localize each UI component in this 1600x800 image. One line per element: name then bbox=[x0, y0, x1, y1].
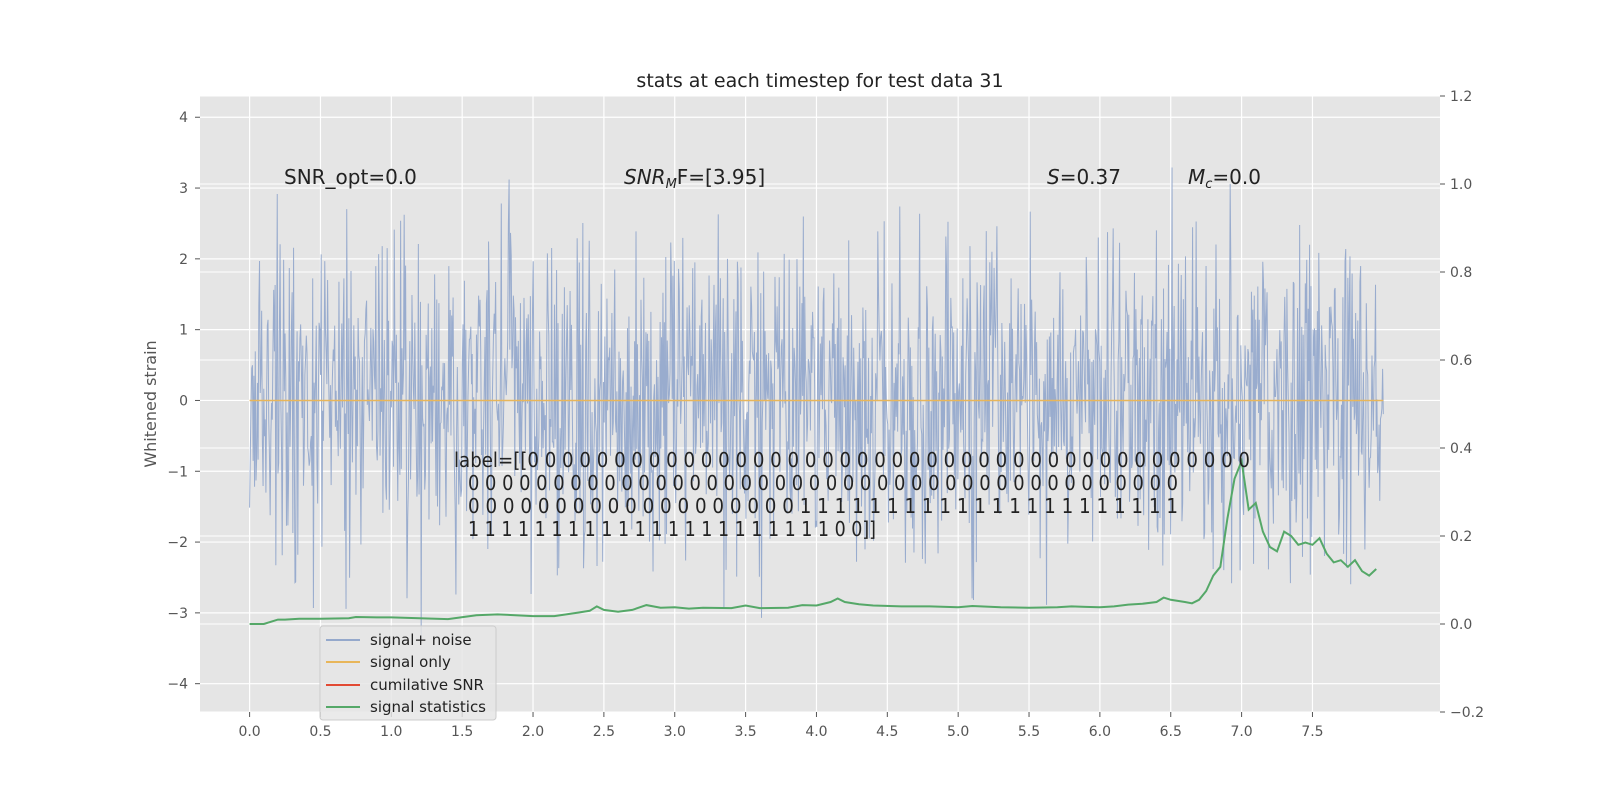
annotation-snr-opt: SNR_opt=0.0 bbox=[284, 165, 417, 189]
chart-title: stats at each timestep for test data 31 bbox=[636, 70, 1003, 92]
y-tick-label: 2 bbox=[179, 252, 188, 268]
x-tick-label: 6.5 bbox=[1160, 724, 1182, 740]
x-tick-label: 2.0 bbox=[522, 724, 544, 740]
mc-base: M bbox=[1188, 165, 1205, 189]
y-axis-left: 4 3 2 1 0 −1 −2 −3 −4 bbox=[167, 110, 200, 693]
y-axis-label: Whitened strain bbox=[141, 340, 160, 467]
legend-label-signal-only: signal only bbox=[370, 653, 451, 671]
y2-tick-label: 0.4 bbox=[1450, 441, 1472, 457]
x-tick-label: 5.0 bbox=[947, 724, 969, 740]
x-tick-label: 6.0 bbox=[1089, 724, 1111, 740]
x-tick-label: 1.0 bbox=[380, 724, 402, 740]
x-tick-label: 4.5 bbox=[876, 724, 898, 740]
y-tick-label: −4 bbox=[167, 677, 188, 693]
x-tick-label: 5.5 bbox=[1018, 724, 1040, 740]
legend-box bbox=[319, 625, 497, 721]
y2-tick-label: −0.2 bbox=[1450, 705, 1484, 721]
signal-noise-series bbox=[249, 167, 1384, 640]
annotation-mc: Mc=0.0 bbox=[1188, 165, 1261, 192]
y2-tick-label: 0.6 bbox=[1450, 353, 1472, 369]
y-tick-label: 3 bbox=[179, 181, 188, 197]
s-value: =0.37 bbox=[1060, 165, 1121, 189]
annotation-snr-mf: SNRMF=[3.95] bbox=[624, 165, 765, 192]
y-axis-right: 1.2 1.0 0.8 0.6 0.4 0.2 0.0 −0.2 bbox=[1440, 89, 1484, 721]
x-tick-label: 2.5 bbox=[593, 724, 615, 740]
y-tick-label: −1 bbox=[167, 464, 188, 480]
y-tick-label: −3 bbox=[167, 606, 188, 622]
annotation-s: S=0.37 bbox=[1047, 165, 1121, 189]
x-tick-label: 7.0 bbox=[1230, 724, 1252, 740]
y-tick-label: 0 bbox=[179, 393, 188, 409]
y2-tick-label: 1.0 bbox=[1450, 177, 1472, 193]
x-tick-label: 0.0 bbox=[238, 724, 260, 740]
annotation-label-line-1: label=[[0 0 0 0 0 0 0 0 0 0 0 0 0 0 0 0 … bbox=[454, 448, 1250, 472]
y2-tick-label: 1.2 bbox=[1450, 89, 1472, 105]
annotation-label-line-4: 1 1 1 1 1 1 1 1 1 1 1 1 1 1 1 1 1 1 1 1 … bbox=[468, 517, 876, 541]
legend: signal+ noise signal only cumilative SNR… bbox=[319, 625, 497, 721]
y2-tick-label: 0.2 bbox=[1450, 529, 1472, 545]
y-tick-label: −2 bbox=[167, 535, 188, 551]
series-signal-noise-line bbox=[249, 167, 1384, 640]
y2-tick-label: 0.8 bbox=[1450, 265, 1472, 281]
series-signal-statistics-line bbox=[249, 457, 1377, 625]
x-tick-label: 1.5 bbox=[451, 724, 473, 740]
x-tick-label: 4.0 bbox=[805, 724, 827, 740]
snr-mf-base: SNR bbox=[624, 165, 666, 189]
legend-label-signal-statistics: signal statistics bbox=[370, 698, 486, 716]
legend-label-cumulative-snr: cumilative SNR bbox=[370, 676, 484, 694]
mc-value: =0.0 bbox=[1212, 165, 1261, 189]
y-tick-label: 1 bbox=[179, 323, 188, 339]
grid bbox=[200, 95, 1440, 713]
legend-label-signal-noise: signal+ noise bbox=[370, 631, 472, 649]
x-axis: 0.0 0.5 1.0 1.5 2.0 2.5 3.0 3.5 4.0 4.5 5.0 5.5 6.0 6… bbox=[238, 712, 1324, 740]
x-tick-label: 3.5 bbox=[734, 724, 756, 740]
x-tick-label: 7.5 bbox=[1301, 724, 1323, 740]
annotation-label-line-3: 0 0 0 0 0 0 0 0 0 0 0 0 0 0 0 0 0 0 0 1 … bbox=[468, 494, 1178, 518]
x-tick-label: 3.0 bbox=[664, 724, 686, 740]
mc-sub: c bbox=[1205, 177, 1212, 192]
annotations: SNR_opt=0.0 SNRMF=[3.95] S=0.37 Mc=0.0 l… bbox=[284, 165, 1261, 541]
line-series bbox=[249, 399, 1384, 625]
snr-mf-rest: F=[3.95] bbox=[677, 165, 765, 189]
y-tick-label: 4 bbox=[179, 110, 188, 126]
snr-mf-sub: M bbox=[666, 177, 677, 192]
x-tick-label: 0.5 bbox=[309, 724, 331, 740]
s-label: S bbox=[1047, 165, 1060, 189]
annotation-label-line-2: 0 0 0 0 0 0 0 0 0 0 0 0 0 0 0 0 0 0 0 0 … bbox=[468, 471, 1178, 495]
y2-tick-label: 0.0 bbox=[1450, 617, 1472, 633]
